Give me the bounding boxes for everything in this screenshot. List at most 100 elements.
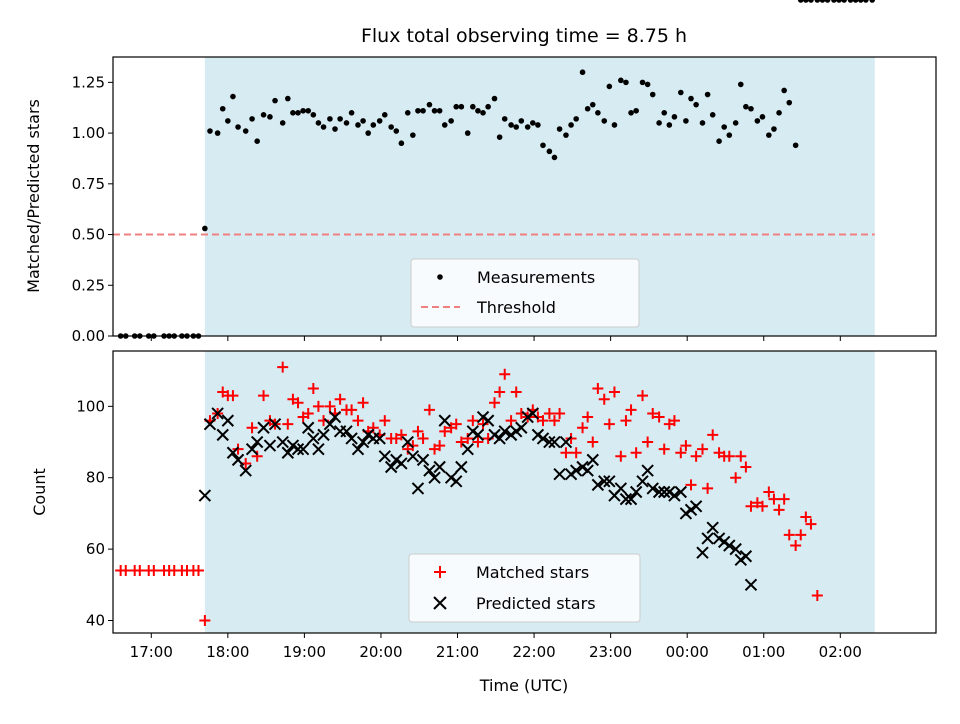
measurement-point xyxy=(410,132,416,138)
predicted-point xyxy=(317,428,330,442)
predicted-point xyxy=(340,425,353,438)
matched-point xyxy=(680,440,692,452)
matched-point xyxy=(292,397,304,409)
matched-point xyxy=(455,436,467,448)
measurement-point xyxy=(453,103,460,110)
top-y-tick-label: 0.25 xyxy=(72,276,105,294)
predicted-point xyxy=(203,417,217,431)
measurement-point xyxy=(415,107,421,114)
measurement-point xyxy=(305,107,312,114)
measurement-point xyxy=(260,112,267,118)
matched-point xyxy=(740,461,752,473)
measurement-point xyxy=(398,140,405,147)
matched-point xyxy=(735,450,747,462)
predicted-point xyxy=(263,439,277,452)
predicted-point xyxy=(543,435,556,449)
measurement-point xyxy=(726,132,733,138)
predicted-point xyxy=(493,432,506,445)
matched-point xyxy=(745,500,757,512)
top-legend-box xyxy=(410,258,640,328)
measurement-point xyxy=(529,120,536,126)
predicted-point xyxy=(328,410,342,424)
measurement-point xyxy=(863,0,869,3)
measurement-point xyxy=(601,118,608,124)
measurement-point xyxy=(568,122,574,128)
predicted-point xyxy=(401,435,414,449)
measurement-point xyxy=(320,124,327,130)
measurement-point xyxy=(426,101,433,108)
legend-measurements-marker xyxy=(437,274,443,280)
matched-point xyxy=(790,540,802,552)
matched-points xyxy=(115,362,823,627)
x-tick-label: 22:00 xyxy=(512,643,555,661)
matched-point xyxy=(783,529,795,541)
predicted-point xyxy=(250,435,264,449)
matched-point xyxy=(582,411,594,423)
measurement-point xyxy=(431,107,438,114)
predicted-point xyxy=(455,460,468,474)
matched-point xyxy=(642,436,654,448)
measurement-point xyxy=(420,107,426,114)
matched-point xyxy=(346,404,358,416)
measurement-point xyxy=(485,103,491,110)
predicted-point xyxy=(345,432,358,445)
bottom-y-tick-label: 80 xyxy=(86,469,105,487)
measurement-point xyxy=(628,110,634,116)
measurement-point xyxy=(249,116,255,122)
measurement-point xyxy=(743,103,749,110)
matched-point xyxy=(800,511,812,523)
predicted-point xyxy=(406,450,420,463)
matched-point xyxy=(232,443,244,455)
measurement-point xyxy=(618,77,624,84)
measurement-point xyxy=(688,95,694,102)
predicted-point xyxy=(411,482,425,495)
measurement-point xyxy=(508,122,514,128)
matched-point xyxy=(598,393,610,405)
matched-point xyxy=(312,400,324,412)
measurement-point xyxy=(704,91,711,98)
matched-point xyxy=(199,615,211,627)
matched-point xyxy=(462,432,474,444)
measurement-point xyxy=(230,93,236,100)
predicted-point xyxy=(598,475,611,488)
predicted-point xyxy=(636,475,649,488)
measurement-point xyxy=(332,126,338,132)
bottom-y-tick-label: 100 xyxy=(76,397,105,415)
measurement-point xyxy=(315,120,322,126)
predicted-point xyxy=(296,442,310,456)
measurement-point xyxy=(219,105,226,112)
measurement-point xyxy=(786,99,793,106)
matched-point xyxy=(423,404,435,416)
predicted-point xyxy=(433,460,446,474)
predicted-point xyxy=(378,450,391,463)
matched-point xyxy=(630,447,642,459)
matched-point xyxy=(554,407,566,419)
predicted-point xyxy=(281,446,295,459)
measurement-point xyxy=(546,148,553,155)
measurement-point xyxy=(441,122,448,128)
matched-point xyxy=(334,393,346,405)
predicted-point xyxy=(723,539,736,552)
measurement-point xyxy=(803,0,809,3)
measurement-point xyxy=(458,103,465,110)
measurement-point xyxy=(644,81,651,88)
measurement-point xyxy=(501,116,508,122)
measurement-point xyxy=(491,95,498,102)
measurement-point xyxy=(836,0,842,3)
top-y-tick-label: 0.75 xyxy=(72,175,105,193)
measurement-point xyxy=(766,132,772,138)
predicted-point xyxy=(461,442,474,456)
measurement-point xyxy=(808,0,814,3)
measurement-point xyxy=(792,142,799,149)
measurement-point xyxy=(337,116,343,122)
matched-point xyxy=(307,382,319,394)
matched-point xyxy=(702,482,714,494)
predicted-point xyxy=(307,432,320,445)
measurement-point xyxy=(754,118,761,124)
predicted-point xyxy=(231,453,245,467)
predicted-point xyxy=(629,485,643,499)
predicted-point xyxy=(641,464,654,477)
matched-point xyxy=(570,447,582,459)
bottom-frame xyxy=(112,350,937,634)
measurement-point xyxy=(310,112,317,118)
